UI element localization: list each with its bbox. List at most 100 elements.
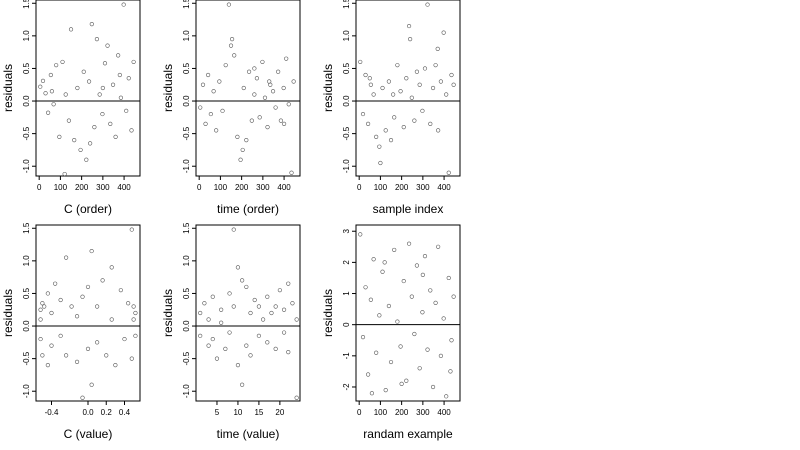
data-point	[388, 359, 394, 365]
data-point	[131, 317, 136, 322]
data-point	[408, 37, 413, 42]
x-tick-label: 400	[437, 408, 451, 417]
y-tick-label: -0.5	[22, 126, 31, 140]
data-point	[58, 333, 63, 338]
data-point	[100, 85, 105, 91]
data-point	[198, 310, 203, 316]
plot-panel-3: 0 100 200 300 400 -1.0 -0.5 0.0 0.5 1.0 1.5 sample …	[321, 0, 461, 216]
data-point	[448, 369, 453, 374]
data-point	[449, 72, 454, 78]
data-point	[116, 53, 121, 58]
data-point	[368, 82, 373, 87]
data-point	[202, 301, 207, 306]
data-point	[367, 76, 372, 81]
data-point	[108, 121, 113, 126]
y-axis-title: residuals	[1, 289, 15, 337]
y-tick-label: 1	[342, 291, 351, 296]
data-point	[95, 304, 100, 309]
x-tick-label: 10	[233, 408, 242, 417]
data-point	[286, 350, 291, 355]
data-point	[438, 353, 443, 358]
data-point	[291, 79, 296, 84]
data-point	[81, 69, 86, 74]
data-point	[118, 95, 123, 100]
data-point	[371, 257, 376, 262]
data-point	[129, 128, 134, 133]
data-point	[200, 82, 206, 87]
data-point	[371, 92, 376, 97]
data-point	[401, 278, 406, 284]
x-tick-label: 0.4	[119, 408, 131, 417]
data-point	[121, 2, 126, 7]
data-point	[444, 92, 449, 97]
data-point	[227, 291, 232, 296]
data-point	[286, 281, 291, 286]
data-point	[265, 125, 270, 130]
data-point	[219, 307, 224, 312]
data-point	[380, 269, 385, 274]
data-point	[64, 353, 69, 358]
data-point	[51, 102, 56, 107]
data-point	[294, 395, 299, 400]
x-tick-label: 0.0	[82, 408, 94, 417]
data-point	[40, 301, 45, 306]
data-point	[45, 291, 50, 296]
y-tick-label: 0.5	[22, 62, 31, 74]
data-point	[38, 336, 43, 342]
data-point	[240, 278, 245, 283]
data-point	[74, 359, 80, 364]
data-point	[244, 138, 249, 143]
plot-panel-5: 5 10 15 20 -1.0 -0.5 0.0 0.5 1.0 1.5 time (value) r…	[161, 222, 301, 441]
data-point	[404, 378, 409, 383]
data-point	[273, 346, 278, 351]
y-axis-title: residuals	[161, 64, 175, 112]
data-point	[80, 294, 85, 299]
data-point	[252, 92, 257, 97]
data-point	[433, 300, 438, 305]
data-point	[126, 301, 131, 306]
y-tick-label: -0.5	[182, 351, 191, 365]
data-point	[219, 320, 224, 325]
data-point	[206, 317, 211, 322]
y-tick-label: 0.5	[182, 287, 191, 299]
x-tick-label: 200	[395, 408, 409, 417]
x-tick-label: 0	[357, 183, 362, 192]
data-point	[88, 141, 93, 146]
data-point	[360, 335, 366, 340]
data-point	[38, 307, 43, 312]
data-point	[226, 2, 231, 7]
data-point	[425, 2, 430, 7]
data-point	[414, 263, 420, 268]
data-point	[64, 255, 69, 260]
data-point	[80, 395, 85, 400]
data-point	[278, 118, 283, 123]
x-tick-label: 100	[54, 183, 68, 192]
data-point	[85, 284, 91, 290]
data-point	[124, 108, 129, 113]
data-point	[386, 303, 391, 309]
y-tick-label: 1.5	[22, 0, 31, 9]
y-tick-label: -1.0	[182, 384, 191, 398]
data-point	[248, 310, 253, 316]
data-point	[451, 82, 456, 87]
plot-panel-6: 0 100 200 300 400 -2 -1 0 1 2 3 randam example resid…	[321, 224, 461, 441]
data-point	[392, 115, 397, 120]
data-point	[380, 85, 385, 91]
data-point	[69, 304, 74, 309]
data-point	[42, 304, 47, 309]
data-point	[363, 72, 368, 78]
data-point	[294, 317, 299, 322]
y-tick-label: 0.0	[342, 95, 351, 107]
data-point	[451, 294, 456, 299]
data-point	[49, 89, 55, 94]
data-point	[273, 105, 278, 110]
data-point	[256, 333, 262, 338]
x-tick-label: 0.2	[101, 408, 113, 417]
data-point	[377, 144, 382, 149]
data-point	[38, 317, 43, 322]
plot-frame	[195, 0, 301, 177]
y-tick-label: 0.0	[182, 95, 191, 107]
data-point	[441, 30, 446, 35]
data-point	[97, 92, 102, 97]
data-point	[273, 304, 278, 309]
